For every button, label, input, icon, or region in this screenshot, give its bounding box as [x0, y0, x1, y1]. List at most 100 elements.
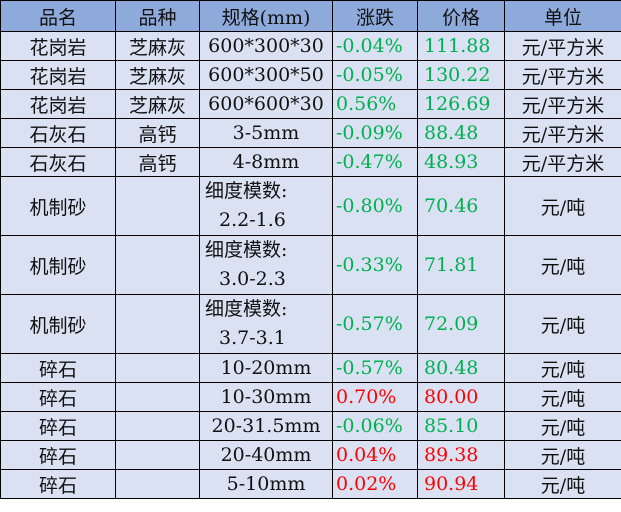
- cell-variety: [115, 440, 200, 470]
- cell-spec: 细度模数: 3.0-2.3: [199, 235, 333, 295]
- spec-line-2: 3.0-2.3: [219, 268, 286, 290]
- cell-unit: 元/吨: [504, 411, 621, 441]
- cell-name: 花岗岩: [0, 31, 116, 61]
- cell-change: -0.47%: [332, 147, 418, 177]
- cell-variety: [115, 235, 200, 295]
- cell-variety: 芝麻灰: [115, 60, 200, 90]
- cell-change: 0.56%: [332, 89, 418, 119]
- cell-change: -0.57%: [332, 353, 418, 383]
- table-row: 碎石 10-30mm 0.70% 80.00 元/吨: [0, 382, 621, 412]
- header-row: 品名 品种 规格(mm) 涨跌 价格 单位: [0, 0, 621, 32]
- header-price: 价格: [417, 0, 505, 32]
- cell-price: 48.93: [417, 147, 505, 177]
- spec-line-2: 3.7-3.1: [219, 327, 286, 349]
- table-row: 花岗岩 芝麻灰 600*300*50 -0.05% 130.22 元/平方米: [0, 60, 621, 90]
- cell-change: -0.33%: [332, 235, 418, 295]
- table-row: 碎石 5-10mm 0.02% 90.94 元/吨: [0, 469, 621, 499]
- header-name: 品名: [0, 0, 116, 32]
- table-row: 花岗岩 芝麻灰 600*600*30 0.56% 126.69 元/平方米: [0, 89, 621, 119]
- table-row: 石灰石 高钙 3-5mm -0.09% 88.48 元/平方米: [0, 118, 621, 148]
- cell-name: 机制砂: [0, 294, 116, 354]
- cell-spec: 600*600*30: [199, 89, 333, 119]
- header-unit: 单位: [504, 0, 621, 32]
- header-variety: 品种: [115, 0, 200, 32]
- cell-unit: 元/平方米: [504, 89, 621, 119]
- cell-name: 机制砂: [0, 176, 116, 236]
- cell-change: -0.09%: [332, 118, 418, 148]
- cell-name: 机制砂: [0, 235, 116, 295]
- cell-spec: 5-10mm: [199, 469, 333, 499]
- cell-unit: 元/平方米: [504, 31, 621, 61]
- spec-line-1: 细度模数:: [205, 298, 288, 320]
- cell-unit: 元/平方米: [504, 147, 621, 177]
- cell-variety: [115, 382, 200, 412]
- cell-variety: 芝麻灰: [115, 31, 200, 61]
- cell-name: 碎石: [0, 440, 116, 470]
- cell-variety: 高钙: [115, 118, 200, 148]
- cell-name: 石灰石: [0, 147, 116, 177]
- cell-spec: 4-8mm: [199, 147, 333, 177]
- cell-change: -0.04%: [332, 31, 418, 61]
- cell-price: 88.48: [417, 118, 505, 148]
- cell-price: 111.88: [417, 31, 505, 61]
- cell-change: 0.04%: [332, 440, 418, 470]
- cell-unit: 元/平方米: [504, 60, 621, 90]
- cell-change: 0.02%: [332, 469, 418, 499]
- header-change: 涨跌: [332, 0, 418, 32]
- spec-line-1: 细度模数:: [205, 180, 288, 202]
- cell-unit: 元/吨: [504, 294, 621, 354]
- cell-unit: 元/平方米: [504, 118, 621, 148]
- cell-price: 71.81: [417, 235, 505, 295]
- cell-variety: [115, 176, 200, 236]
- table-row: 机制砂 细度模数: 3.7-3.1 -0.57% 72.09 元/吨: [0, 294, 621, 354]
- cell-unit: 元/吨: [504, 469, 621, 499]
- cell-name: 碎石: [0, 353, 116, 383]
- table-row: 碎石 10-20mm -0.57% 80.48 元/吨: [0, 353, 621, 383]
- cell-variety: 高钙: [115, 147, 200, 177]
- cell-price: 80.48: [417, 353, 505, 383]
- cell-name: 碎石: [0, 469, 116, 499]
- cell-unit: 元/吨: [504, 176, 621, 236]
- cell-variety: [115, 353, 200, 383]
- cell-name: 碎石: [0, 382, 116, 412]
- table-row: 石灰石 高钙 4-8mm -0.47% 48.93 元/平方米: [0, 147, 621, 177]
- table-row: 机制砂 细度模数: 3.0-2.3 -0.33% 71.81 元/吨: [0, 235, 621, 295]
- cell-spec: 细度模数: 2.2-1.6: [199, 176, 333, 236]
- cell-spec: 3-5mm: [199, 118, 333, 148]
- cell-price: 72.09: [417, 294, 505, 354]
- cell-spec: 20-31.5mm: [199, 411, 333, 441]
- cell-name: 花岗岩: [0, 60, 116, 90]
- cell-spec: 10-30mm: [199, 382, 333, 412]
- cell-price: 80.00: [417, 382, 505, 412]
- cell-change: -0.06%: [332, 411, 418, 441]
- cell-price: 90.94: [417, 469, 505, 499]
- cell-spec: 600*300*50: [199, 60, 333, 90]
- cell-variety: [115, 411, 200, 441]
- table-body: 花岗岩 芝麻灰 600*300*30 -0.04% 111.88 元/平方米 花岗岩 芝麻灰 6…: [0, 31, 621, 499]
- table-row: 碎石 20-40mm 0.04% 89.38 元/吨: [0, 440, 621, 470]
- cell-name: 花岗岩: [0, 89, 116, 119]
- cell-price: 85.10: [417, 411, 505, 441]
- cell-price: 89.38: [417, 440, 505, 470]
- table-row: 碎石 20-31.5mm -0.06% 85.10 元/吨: [0, 411, 621, 441]
- spec-line-2: 2.2-1.6: [219, 209, 286, 231]
- cell-spec: 10-20mm: [199, 353, 333, 383]
- table-row: 机制砂 细度模数: 2.2-1.6 -0.80% 70.46 元/吨: [0, 176, 621, 236]
- cell-change: 0.70%: [332, 382, 418, 412]
- cell-variety: [115, 294, 200, 354]
- price-table: 品名 品种 规格(mm) 涨跌 价格 单位 花岗岩 芝麻灰 600*300*30 -0…: [0, 0, 621, 499]
- cell-unit: 元/吨: [504, 235, 621, 295]
- cell-unit: 元/吨: [504, 440, 621, 470]
- cell-spec: 20-40mm: [199, 440, 333, 470]
- header-spec: 规格(mm): [199, 0, 333, 32]
- cell-change: -0.57%: [332, 294, 418, 354]
- cell-spec: 600*300*30: [199, 31, 333, 61]
- cell-change: -0.05%: [332, 60, 418, 90]
- cell-price: 126.69: [417, 89, 505, 119]
- cell-variety: 芝麻灰: [115, 89, 200, 119]
- cell-price: 70.46: [417, 176, 505, 236]
- cell-name: 碎石: [0, 411, 116, 441]
- cell-variety: [115, 469, 200, 499]
- cell-unit: 元/吨: [504, 353, 621, 383]
- table-row: 花岗岩 芝麻灰 600*300*30 -0.04% 111.88 元/平方米: [0, 31, 621, 61]
